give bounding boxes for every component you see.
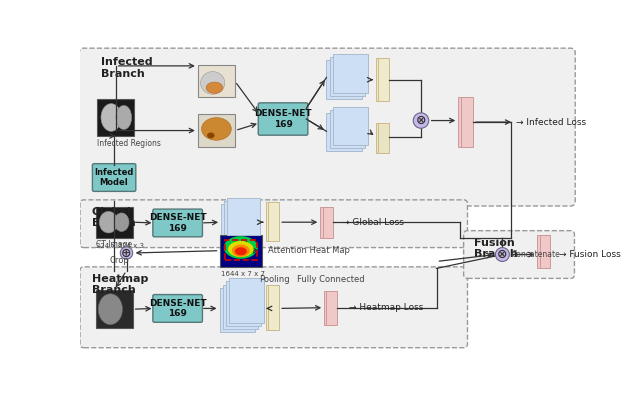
Bar xyxy=(266,202,277,241)
FancyBboxPatch shape xyxy=(153,209,202,237)
Text: 224 x 224 x 3: 224 x 224 x 3 xyxy=(95,243,143,249)
Bar xyxy=(97,99,134,136)
Text: → Global Loss: → Global Loss xyxy=(342,218,404,227)
FancyBboxPatch shape xyxy=(259,103,308,135)
Text: → Infected Loss: → Infected Loss xyxy=(516,118,586,126)
Text: → Fusion Loss: → Fusion Loss xyxy=(559,250,621,259)
FancyBboxPatch shape xyxy=(153,295,202,322)
Bar xyxy=(324,291,335,325)
Ellipse shape xyxy=(202,118,231,140)
Ellipse shape xyxy=(99,294,122,325)
Bar xyxy=(198,65,235,98)
Bar xyxy=(225,240,257,260)
Text: → Heatmap Loss: → Heatmap Loss xyxy=(349,303,423,312)
Text: Fusion
Branch: Fusion Branch xyxy=(474,237,518,259)
Ellipse shape xyxy=(101,103,122,131)
Text: Attention Heat Map: Attention Heat Map xyxy=(268,246,350,255)
Bar xyxy=(378,123,389,153)
Bar xyxy=(268,202,279,241)
Bar xyxy=(330,57,365,96)
Text: Infected
Branch: Infected Branch xyxy=(101,57,152,79)
Text: ⊗: ⊗ xyxy=(416,114,426,127)
Bar xyxy=(540,235,550,268)
Bar xyxy=(333,107,368,145)
Text: CT Image: CT Image xyxy=(95,240,132,249)
Ellipse shape xyxy=(232,245,250,257)
Bar xyxy=(95,207,132,237)
Bar xyxy=(224,201,257,237)
Text: DENSE-NET
169: DENSE-NET 169 xyxy=(149,299,207,318)
Ellipse shape xyxy=(200,71,225,94)
Text: Global
Branch: Global Branch xyxy=(92,207,136,228)
Ellipse shape xyxy=(206,82,223,93)
Ellipse shape xyxy=(228,241,253,257)
Text: 1644 x 7 x 7: 1644 x 7 x 7 xyxy=(221,271,265,277)
FancyBboxPatch shape xyxy=(80,267,467,348)
Ellipse shape xyxy=(235,247,247,256)
Bar xyxy=(220,235,262,267)
FancyBboxPatch shape xyxy=(79,48,575,206)
Bar xyxy=(227,198,260,235)
Bar xyxy=(326,60,362,99)
Text: Heatmap
Branch: Heatmap Branch xyxy=(92,274,148,295)
Text: Crop: Crop xyxy=(109,256,129,265)
Bar xyxy=(378,58,389,101)
Circle shape xyxy=(495,248,509,261)
Circle shape xyxy=(120,247,132,259)
Bar xyxy=(326,113,362,151)
Bar xyxy=(323,207,333,237)
Bar xyxy=(95,290,132,329)
Text: Concatenate: Concatenate xyxy=(511,250,561,259)
FancyBboxPatch shape xyxy=(80,200,467,248)
Ellipse shape xyxy=(99,211,118,233)
Bar xyxy=(376,123,387,153)
Bar xyxy=(226,282,261,326)
Bar xyxy=(458,98,470,147)
Bar xyxy=(330,110,365,148)
Bar xyxy=(320,207,331,237)
Text: Fully Connected: Fully Connected xyxy=(296,275,364,284)
Ellipse shape xyxy=(116,105,132,130)
Ellipse shape xyxy=(207,132,214,138)
Text: Pooling: Pooling xyxy=(259,275,290,284)
Bar xyxy=(461,98,473,147)
Bar xyxy=(326,291,337,325)
Text: ⊗: ⊗ xyxy=(497,248,508,261)
FancyBboxPatch shape xyxy=(463,231,575,278)
Circle shape xyxy=(413,113,429,128)
Bar xyxy=(229,278,264,323)
Bar xyxy=(333,55,368,93)
Ellipse shape xyxy=(114,213,129,231)
Bar xyxy=(221,204,253,241)
Bar xyxy=(198,115,235,147)
Bar xyxy=(223,284,259,329)
Bar xyxy=(220,288,255,332)
Bar xyxy=(266,285,277,330)
Text: Infected Regions: Infected Regions xyxy=(97,139,161,148)
Bar xyxy=(537,235,548,268)
Text: DENSE-NET
169: DENSE-NET 169 xyxy=(149,213,207,233)
Ellipse shape xyxy=(224,236,258,259)
FancyBboxPatch shape xyxy=(92,164,136,192)
Bar xyxy=(268,285,279,330)
Text: DENSE-NET
169: DENSE-NET 169 xyxy=(254,109,312,129)
Bar xyxy=(376,58,387,101)
Text: ⊕: ⊕ xyxy=(121,246,132,260)
Text: Infected
Model: Infected Model xyxy=(95,168,134,187)
